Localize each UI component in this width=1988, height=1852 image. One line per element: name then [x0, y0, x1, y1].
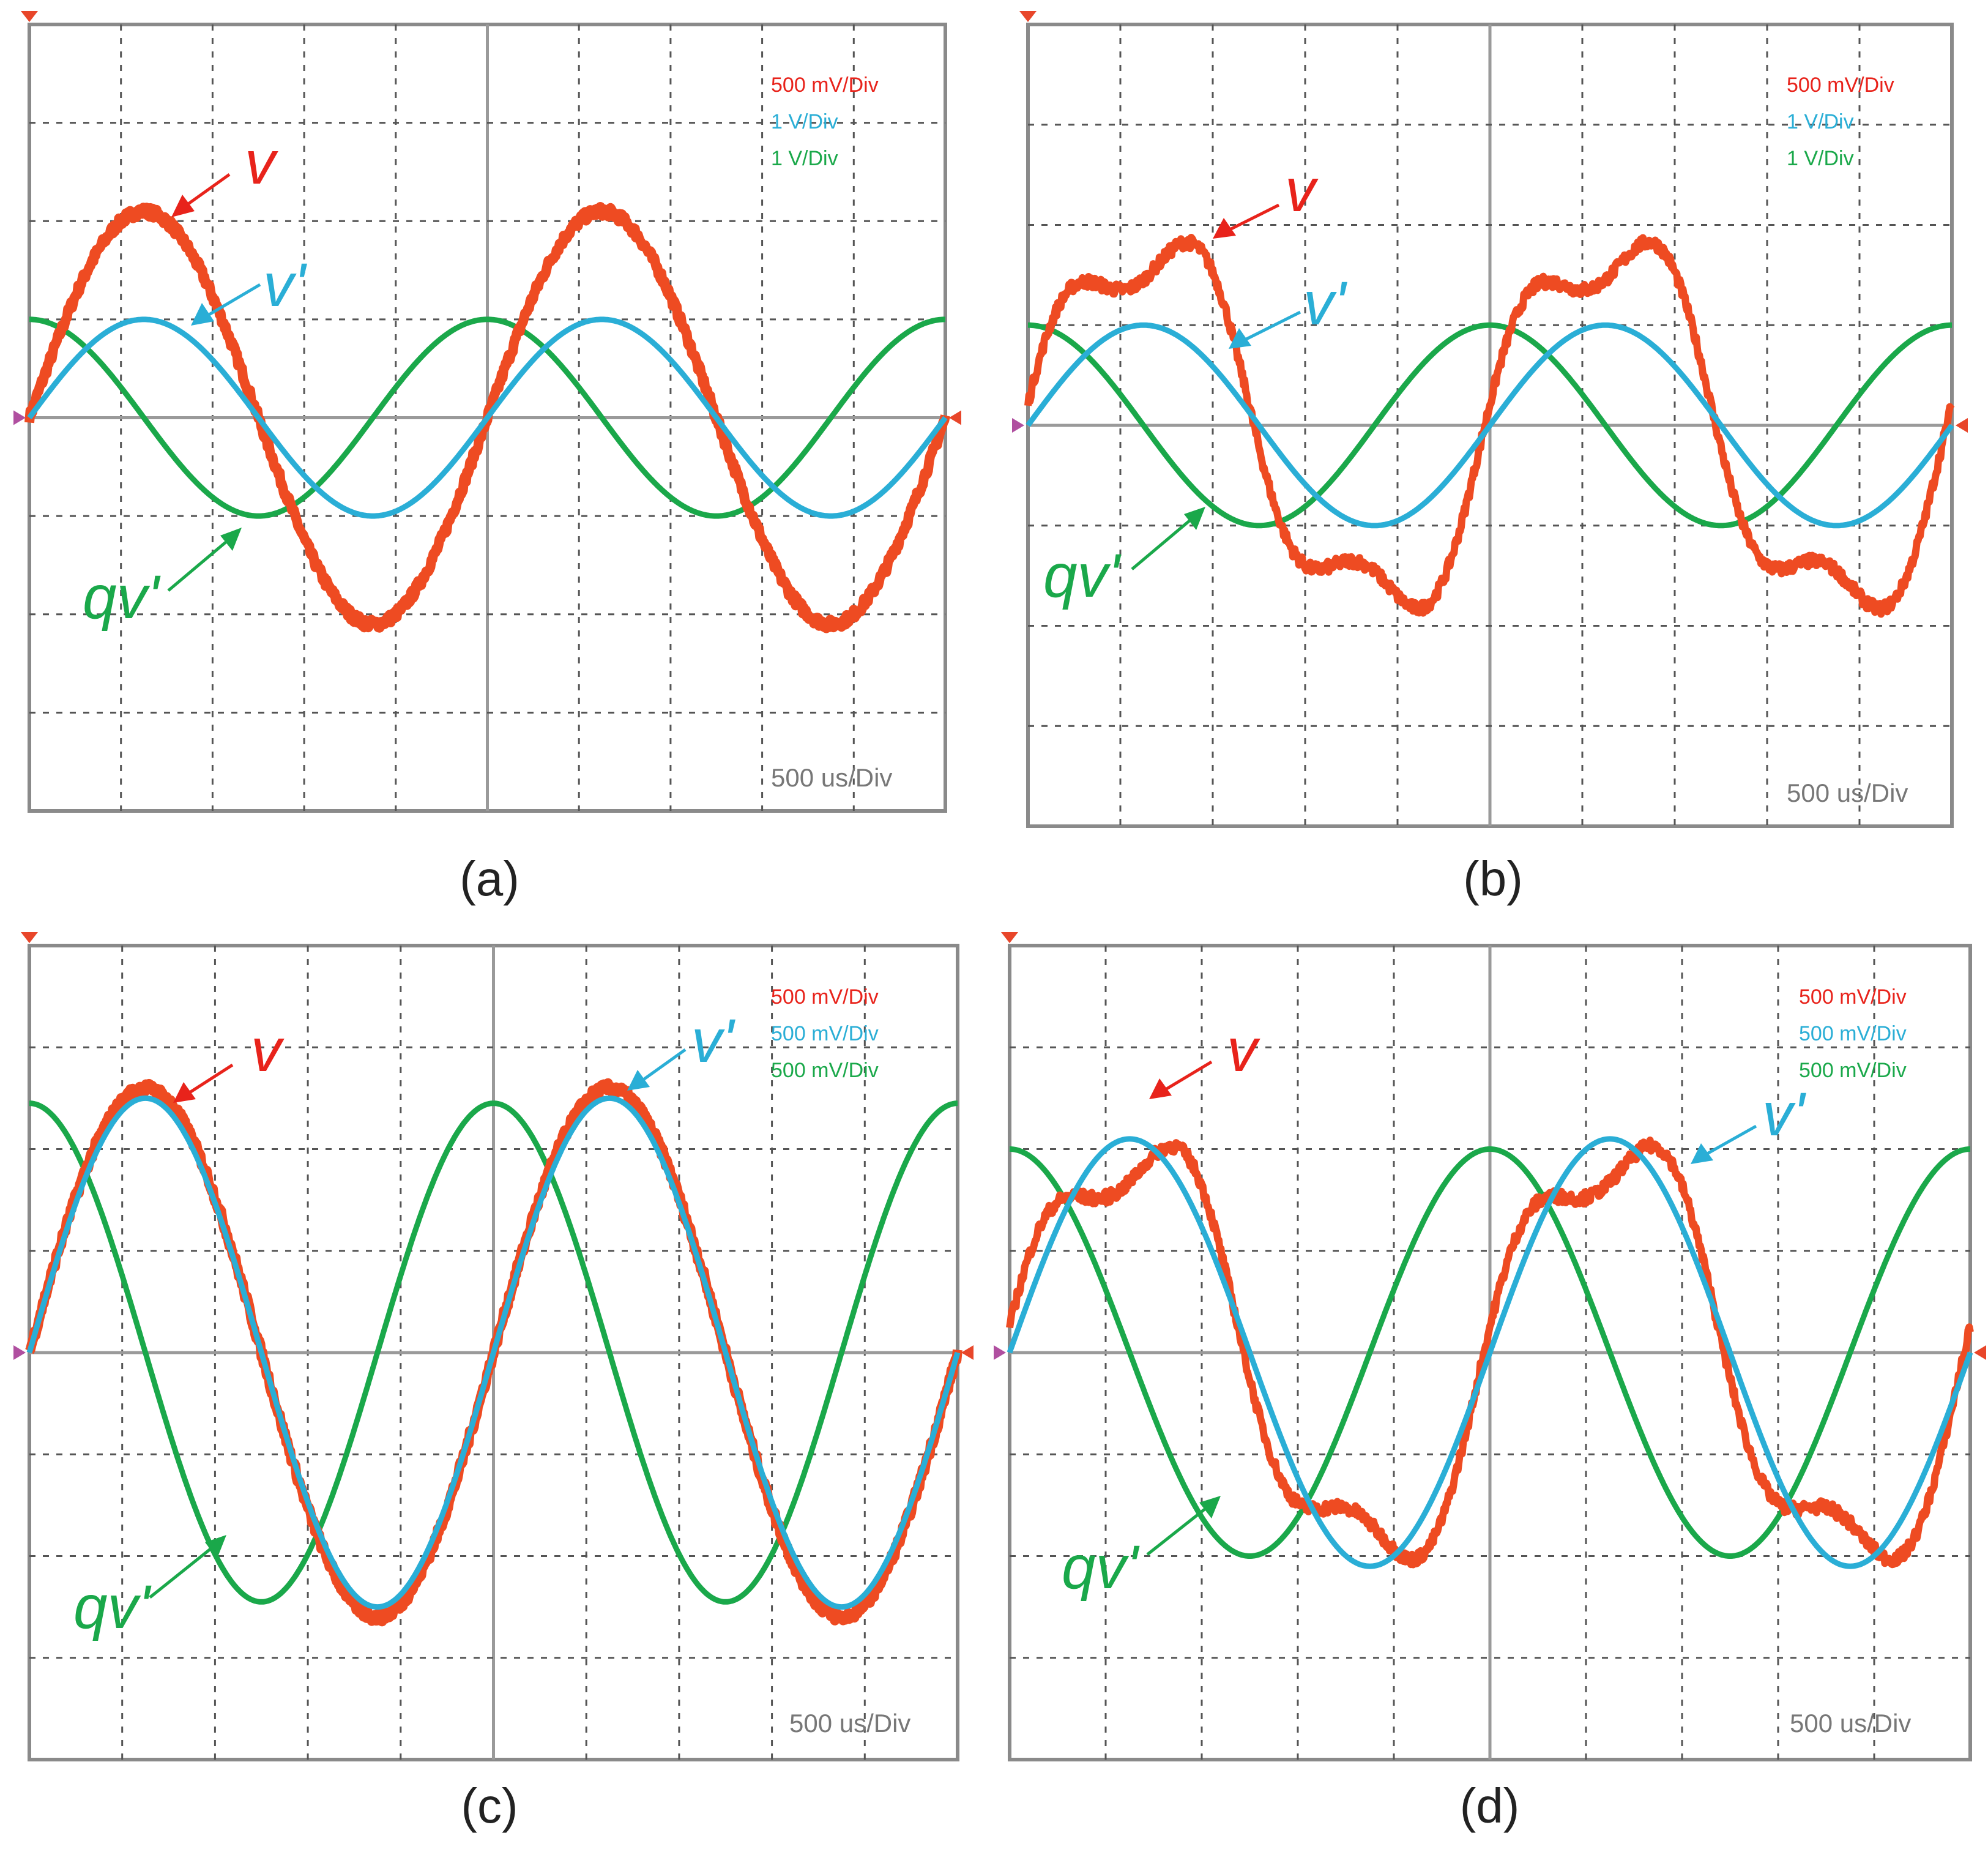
- arrowhead-v-prime: [191, 303, 214, 326]
- timebase-label: 500 us/Div: [789, 1709, 910, 1738]
- panel-d: 500 mV/Div 500 mV/Div 500 mV/Div 500 us/…: [991, 918, 1988, 1852]
- markers-c: [13, 932, 974, 1360]
- trace-label-v: v: [1285, 156, 1319, 225]
- scale-label-qv-prime: 500 mV/Div: [1799, 1059, 1907, 1082]
- traces-c: [25, 1078, 962, 1627]
- trace-qv-prime: [1008, 1146, 1972, 1559]
- arrow-v-prime: [207, 283, 261, 317]
- trigger-marker-icon: [21, 11, 38, 22]
- panel-a: 500 mV/Div 1 V/Div 1 V/Div 500 us/Div v …: [0, 0, 979, 918]
- trigger-level-marker-icon: [961, 1345, 974, 1360]
- arrowhead-v: [1213, 218, 1236, 239]
- arrow-qv-prime: [149, 1547, 212, 1599]
- trace-v-prime: [1007, 1136, 1973, 1569]
- scale-label-qv-prime: 500 mV/Div: [771, 1059, 879, 1082]
- arrowhead-v-prime: [1691, 1143, 1713, 1164]
- trace-v-prime: [1026, 322, 1954, 529]
- traces-a: [24, 202, 950, 633]
- scale-label-v-prime: 500 mV/Div: [1799, 1022, 1907, 1045]
- scope-c: 500 mV/Div 500 mV/Div 500 mV/Div 500 us/…: [13, 932, 974, 1761]
- trace-label-v: v: [1227, 1016, 1260, 1085]
- scale-label-qv-prime: 1 V/Div: [771, 147, 838, 170]
- timebase-label: 500 us/Div: [1787, 779, 1908, 807]
- trace-v: [1006, 1137, 1974, 1569]
- scale-label-v: 500 mV/Div: [771, 985, 879, 1009]
- scale-label-v-prime: 500 mV/Div: [771, 1022, 879, 1045]
- arrowhead-qv-prime: [205, 1535, 226, 1558]
- trace-label-v-prime: v': [691, 1007, 735, 1075]
- trace-label-qv-prime: qv': [1043, 542, 1122, 610]
- caption-c: (c): [461, 1779, 518, 1833]
- timebase-label: 500 us/Div: [1790, 1709, 1911, 1738]
- arrowhead-v-prime: [627, 1070, 650, 1091]
- arrow-v: [188, 1063, 234, 1094]
- arrow-v: [1164, 1060, 1213, 1091]
- arrowhead-qv-prime: [1199, 1496, 1221, 1518]
- trace-label-v-prime: v': [263, 251, 307, 319]
- panel-c: 500 mV/Div 500 mV/Div 500 mV/Div 500 us/…: [0, 918, 979, 1852]
- trigger-level-marker-icon: [949, 410, 961, 425]
- trace-label-qv-prime: qv': [1062, 1533, 1140, 1602]
- markers-a: [13, 11, 961, 425]
- arrow-v: [1229, 203, 1280, 231]
- trace-label-qv-prime: qv': [73, 1573, 152, 1641]
- trigger-level-marker-icon: [1974, 1345, 1986, 1360]
- trace-label-qv-prime: qv': [83, 563, 161, 632]
- trace-v: [1024, 234, 1955, 618]
- scope-b: 500 mV/Div 1 V/Div 1 V/Div 500 us/Div v …: [1012, 11, 1968, 828]
- arrowhead-v: [171, 195, 195, 217]
- trace-label-v: v: [245, 129, 278, 197]
- trace-label-v: v: [251, 1016, 285, 1085]
- panel-b: 500 mV/Div 1 V/Div 1 V/Div 500 us/Div v …: [1003, 0, 1982, 918]
- arrowhead-qv-prime: [1184, 507, 1205, 530]
- markers-d: [994, 932, 1986, 1360]
- scale-label-v-prime: 1 V/Div: [1787, 110, 1854, 133]
- trace-qv-prime: [1026, 322, 1954, 529]
- scale-label-v: 500 mV/Div: [771, 73, 879, 97]
- trace-v-prime: [26, 1095, 961, 1610]
- scale-label-v: 500 mV/Div: [1787, 73, 1894, 97]
- grid-a: [28, 23, 947, 813]
- ground-marker-icon: [1012, 418, 1024, 433]
- arrow-qv-prime: [1146, 1507, 1207, 1556]
- ground-marker-icon: [13, 1345, 26, 1360]
- traces-b: [1024, 234, 1955, 618]
- scale-label-v-prime: 1 V/Div: [771, 110, 838, 133]
- trigger-marker-icon: [21, 932, 38, 943]
- arrowhead-v: [1149, 1078, 1172, 1099]
- arrow-qv-prime: [1131, 519, 1191, 570]
- arrow-v: [185, 173, 231, 207]
- traces-d: [1006, 1136, 1974, 1569]
- scope-d: 500 mV/Div 500 mV/Div 500 mV/Div 500 us/…: [994, 932, 1986, 1761]
- ground-marker-icon: [13, 410, 26, 425]
- trigger-marker-icon: [1001, 932, 1018, 943]
- arrow-v-prime: [1244, 310, 1301, 342]
- markers-b: [1012, 11, 1968, 433]
- caption-a: (a): [460, 851, 519, 906]
- trace-qv-prime: [28, 1100, 959, 1605]
- trace-label-v-prime: v': [1762, 1080, 1806, 1149]
- arrow-qv-prime: [167, 540, 228, 592]
- trace-qv-prime: [28, 316, 947, 519]
- caption-d: (d): [1459, 1779, 1520, 1833]
- arrowhead-v: [173, 1082, 196, 1103]
- timebase-label: 500 us/Div: [771, 763, 892, 792]
- trigger-level-marker-icon: [1956, 418, 1968, 433]
- scale-label-qv-prime: 1 V/Div: [1787, 147, 1854, 170]
- trace-v-prime: [27, 316, 948, 519]
- trace-label-v-prime: v': [1303, 269, 1347, 338]
- scale-label-v: 500 mV/Div: [1799, 985, 1907, 1009]
- trigger-marker-icon: [1019, 11, 1037, 22]
- caption-b: (b): [1463, 851, 1523, 906]
- scope-a: 500 mV/Div 1 V/Div 1 V/Div 500 us/Div v …: [13, 11, 961, 813]
- arrow-v-prime: [1706, 1124, 1757, 1156]
- arrow-v-prime: [641, 1048, 687, 1082]
- arrowhead-qv-prime: [220, 528, 242, 551]
- arrowhead-v-prime: [1229, 328, 1251, 349]
- ground-marker-icon: [994, 1345, 1006, 1360]
